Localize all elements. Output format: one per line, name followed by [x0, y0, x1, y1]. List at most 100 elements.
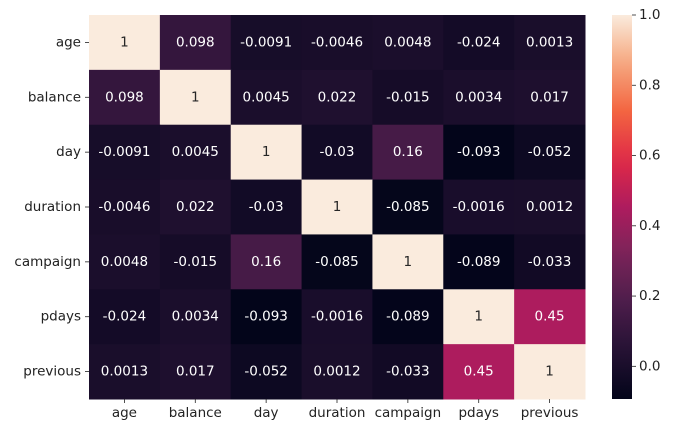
colorbar-tick-label: 0.8 [639, 77, 660, 93]
cell-annotation: -0.089 [386, 309, 430, 325]
cell-annotation: -0.0091 [98, 144, 150, 160]
heatmap-cell [89, 15, 161, 71]
cell-annotation: -0.052 [528, 144, 572, 160]
heatmap-cell [301, 124, 373, 181]
cell-annotation: -0.085 [315, 254, 359, 270]
heatmap-cell [443, 124, 515, 181]
cell-annotation: -0.093 [457, 144, 501, 160]
x-tick-label: duration [309, 405, 366, 421]
heatmap-cell [159, 234, 232, 290]
cell-annotation: -0.0046 [98, 199, 150, 215]
cell-annotation: -0.0016 [311, 309, 363, 325]
heatmap-cell [89, 289, 161, 345]
cell-annotation: 0.0034 [172, 309, 219, 325]
y-tick-label: age [56, 34, 81, 50]
colorbar-tick-label: 0.2 [639, 288, 660, 304]
cell-annotation: -0.03 [320, 144, 355, 160]
heatmap-cell [514, 234, 586, 290]
cell-annotation: 0.0048 [101, 254, 148, 270]
heatmap-cells: 1 0.098 -0.0091 -0.0046 0.0048 -0.024 0.0013 0.… [89, 15, 586, 400]
heatmap-cell [372, 69, 444, 126]
cell-annotation: 0.0012 [526, 199, 573, 215]
cell-annotation: -0.015 [174, 254, 218, 270]
heatmap-cell [89, 124, 161, 181]
cell-annotation: 1 [191, 89, 200, 105]
heatmap-cell [159, 69, 232, 126]
cell-annotation: -0.0091 [240, 34, 292, 50]
colorbar-tick-label: 0.4 [639, 218, 660, 234]
cell-annotation: 1 [404, 254, 413, 270]
heatmap-cell [230, 344, 303, 400]
heatmap-cell [159, 344, 232, 400]
heatmap-cell [301, 234, 373, 290]
colorbar-tick-label: 1.0 [639, 7, 660, 23]
cell-annotation: -0.052 [244, 364, 288, 380]
x-tick-label: age [112, 405, 137, 421]
heatmap-cell [514, 124, 586, 181]
cell-annotation: 0.45 [464, 364, 494, 380]
cell-annotation: -0.033 [528, 254, 572, 270]
heatmap-cell [159, 124, 232, 181]
heatmap-cell [514, 344, 586, 400]
x-tick-label: day [254, 405, 279, 421]
cell-annotation: -0.024 [103, 309, 147, 325]
y-tick-label: duration [24, 199, 81, 215]
cell-annotation: 0.0012 [313, 364, 360, 380]
heatmap-cell [230, 234, 303, 290]
heatmap-cell [372, 344, 444, 400]
cell-annotation: -0.03 [249, 199, 284, 215]
heatmap-cell [372, 289, 444, 345]
cell-annotation: 0.16 [393, 144, 423, 160]
x-tick-label: campaign [375, 405, 442, 421]
x-tick-label: previous [521, 405, 579, 421]
heatmap-cell [89, 234, 161, 290]
cell-annotation: -0.024 [457, 34, 501, 50]
heatmap-cell [443, 15, 515, 71]
heatmap-cell [230, 69, 303, 126]
heatmap-cell [443, 344, 515, 400]
cell-annotation: -0.0046 [311, 34, 363, 50]
cell-annotation: 0.022 [318, 89, 357, 105]
y-tick-label: pdays [41, 309, 81, 325]
heatmap-cell [372, 234, 444, 290]
cell-annotation: 0.098 [176, 34, 215, 50]
heatmap-cell [372, 15, 444, 71]
heatmap-cell [301, 15, 373, 71]
heatmap-cell [230, 124, 303, 181]
cell-annotation: 0.0045 [172, 144, 219, 160]
heatmap-cell [372, 179, 444, 235]
cell-annotation: 1 [120, 34, 129, 50]
heatmap-cell [372, 124, 444, 181]
heatmap-cell [443, 179, 515, 235]
heatmap-cell [301, 289, 373, 345]
cell-annotation: 0.0048 [384, 34, 431, 50]
cell-annotation: 0.45 [535, 309, 565, 325]
heatmap-cell [230, 289, 303, 345]
heatmap-cell [514, 289, 586, 345]
cell-annotation: -0.093 [244, 309, 288, 325]
y-tick-label: balance [28, 89, 81, 105]
heatmap-cell [159, 179, 232, 235]
cell-annotation: 0.0034 [455, 89, 502, 105]
heatmap-cell [159, 15, 232, 71]
cell-annotation: 0.017 [176, 364, 215, 380]
y-tick-label: campaign [14, 254, 81, 270]
heatmap-cell [514, 15, 586, 71]
cell-annotation: 0.098 [105, 89, 144, 105]
colorbar-tick-label: 0.6 [639, 148, 660, 164]
colorbar-tick-label: 0.0 [639, 358, 660, 374]
heatmap-cell [89, 179, 161, 235]
y-tick-label: previous [23, 364, 81, 380]
heatmap-cell [301, 179, 373, 235]
heatmap-cell [301, 344, 373, 400]
y-tick-label: day [56, 144, 81, 160]
cell-annotation: 0.16 [251, 254, 281, 270]
heatmap-cell [230, 179, 303, 235]
cell-annotation: -0.0016 [453, 199, 505, 215]
colorbar: 0.0 0.2 0.4 0.6 0.8 1.0 [612, 7, 660, 399]
cell-annotation: 1 [474, 309, 483, 325]
cell-annotation: -0.033 [386, 364, 430, 380]
colorbar-gradient [612, 15, 632, 399]
cell-annotation: 0.0045 [243, 89, 290, 105]
